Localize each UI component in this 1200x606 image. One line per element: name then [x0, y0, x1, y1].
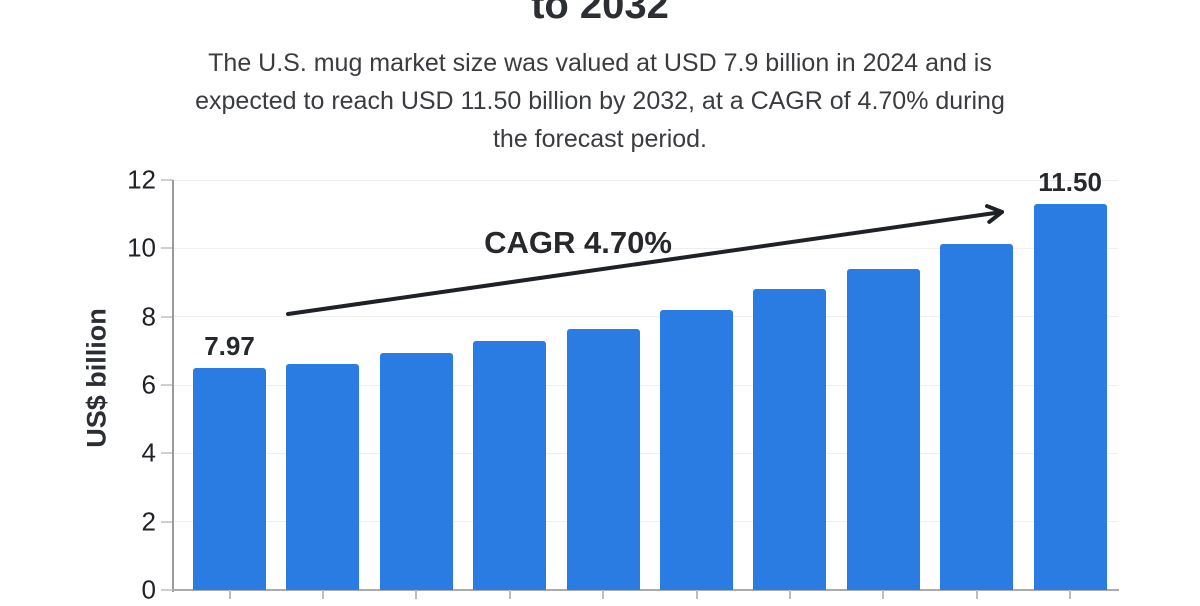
y-tick-label-0: 0 — [141, 574, 156, 605]
bar-2 — [286, 363, 360, 590]
x-axis-tick-2 — [321, 590, 324, 599]
x-axis-line — [172, 589, 1119, 591]
x-axis-tick-6 — [695, 590, 698, 599]
y-tick-label-6: 6 — [141, 369, 156, 400]
bar-4 — [473, 341, 547, 590]
y-axis-tick-10 — [161, 247, 173, 250]
x-axis-tick-5 — [602, 590, 605, 599]
gridline-y-6 — [173, 384, 1118, 386]
x-axis-tick-3 — [415, 590, 418, 599]
gridline-y-8 — [173, 316, 1118, 318]
x-axis-tick-9 — [975, 590, 978, 599]
y-axis-line — [172, 180, 174, 592]
x-axis-tick-8 — [882, 590, 885, 599]
bar-1 — [193, 367, 266, 590]
bar-7 — [753, 289, 827, 590]
y-tick-label-8: 8 — [141, 301, 156, 332]
y-axis-tick-6 — [161, 384, 173, 386]
x-axis-tick-4 — [508, 590, 511, 599]
y-tick-label-2: 2 — [141, 506, 156, 537]
bar-value-label-1: 7.97 — [204, 330, 255, 361]
chart-title-fragment: to 2032 — [531, 0, 669, 27]
y-axis-tick-2 — [161, 520, 173, 523]
y-tick-label-4: 4 — [141, 437, 156, 468]
y-axis-tick-0 — [161, 589, 173, 591]
gridline-y-2 — [173, 521, 1118, 523]
gridline-y-4 — [173, 452, 1118, 454]
bar-value-label-10: 11.50 — [1038, 166, 1102, 197]
x-axis-tick-10 — [1069, 590, 1072, 599]
bar-6 — [660, 309, 733, 590]
subtitle-line-3: the forecast period. — [492, 125, 707, 153]
bar-10 — [1033, 203, 1107, 590]
bar-8 — [846, 268, 920, 590]
bar-5 — [566, 329, 640, 590]
y-axis-tick-12 — [161, 179, 173, 181]
subtitle-line-2: expected to reach USD 11.50 billion by 2… — [195, 87, 1005, 115]
cagr-annotation: CAGR 4.70% — [484, 225, 672, 260]
x-axis-tick-7 — [788, 590, 791, 599]
y-axis-tick-8 — [161, 315, 173, 318]
chart-subtitle: The U.S. mug market size was valued at U… — [0, 44, 1200, 158]
bar-3 — [379, 353, 453, 590]
gridline-y-12 — [173, 179, 1118, 181]
x-axis-tick-1 — [228, 590, 231, 599]
bar-9 — [940, 244, 1014, 590]
subtitle-line-1: The U.S. mug market size was valued at U… — [208, 49, 992, 77]
y-axis-tick-4 — [161, 452, 173, 455]
y-tick-label-12: 12 — [127, 164, 156, 195]
y-tick-label-10: 10 — [127, 232, 156, 263]
